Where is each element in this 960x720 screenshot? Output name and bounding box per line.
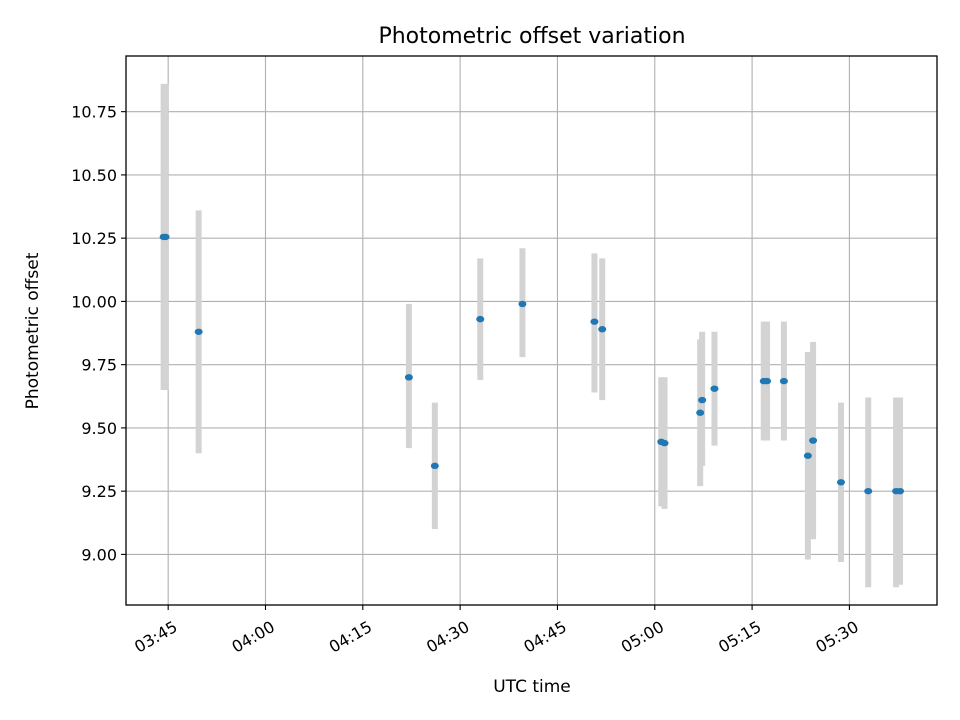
y-tick-label: 10.25	[71, 229, 117, 248]
y-axis-ticks: 9.00 9.25 9.50 9.75 10.00 10.25 10.50 10.75	[71, 103, 126, 564]
data-point	[598, 326, 607, 333]
y-tick-label: 10.75	[71, 103, 117, 122]
y-tick-label: 10.00	[71, 292, 117, 311]
chart-title: Photometric offset variation	[378, 24, 685, 49]
data-point	[698, 396, 707, 404]
data-point	[710, 385, 719, 392]
grid-lines	[126, 56, 937, 605]
data-point	[836, 479, 845, 486]
data-point	[590, 318, 599, 325]
data-point	[779, 377, 788, 385]
data-points	[159, 233, 905, 495]
data-point	[803, 452, 812, 459]
data-point	[476, 315, 485, 323]
data-point	[518, 300, 527, 308]
y-axis-label: Photometric offset	[23, 252, 43, 409]
x-axis-label: UTC time	[493, 677, 571, 697]
y-tick-label: 9.75	[81, 356, 117, 375]
plot-frame	[125, 55, 938, 606]
data-point	[404, 374, 413, 381]
data-point	[809, 437, 818, 444]
data-point	[763, 377, 772, 385]
y-tick-label: 9.25	[81, 482, 117, 501]
data-point	[660, 439, 669, 447]
data-point	[430, 462, 439, 470]
data-point	[696, 409, 705, 416]
y-tick-label: 10.50	[71, 166, 117, 185]
y-tick-label: 9.00	[81, 545, 117, 564]
data-point	[161, 233, 170, 241]
data-point	[896, 487, 905, 495]
data-point	[194, 328, 203, 335]
y-tick-label: 9.50	[81, 419, 117, 438]
data-point	[864, 487, 873, 495]
